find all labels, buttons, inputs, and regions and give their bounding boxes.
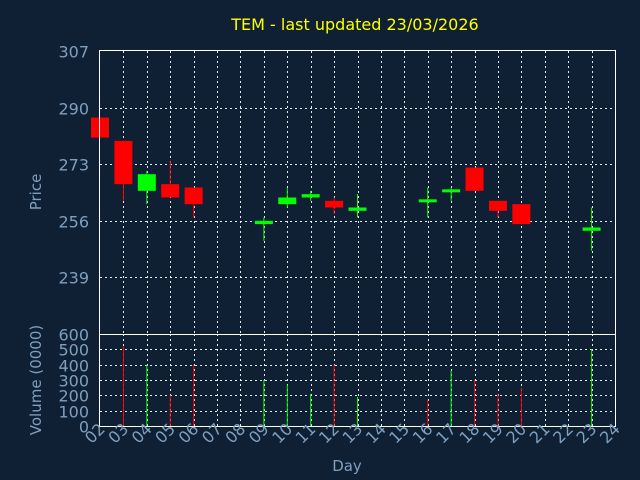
candle-12 [325,197,344,215]
volume-y-tick-label: 600 [58,326,89,345]
price-y-tick-label: 239 [58,269,89,288]
x-tick-label: 24 [596,419,624,447]
candle-body [418,199,437,203]
volume-y-tick-label: 500 [58,341,89,360]
volume-axis-label: Volume (0000) [27,325,45,435]
chart-title: TEM - last updated 23/03/2026 [230,15,478,34]
price-grid [100,51,615,334]
candle-23 [582,207,601,251]
candle-20 [512,204,531,225]
candle-body [278,197,297,205]
candle-body [582,227,601,231]
volume-y-tick-label: 300 [58,372,89,391]
candle-10 [278,187,297,208]
candle-body [442,189,461,193]
x-axis-label: Day [332,457,362,475]
volume-frame [99,334,616,427]
candle-06 [184,187,203,218]
candles [91,117,601,251]
candle-09 [254,217,273,241]
candle-body [184,187,203,205]
price-y-tick-label: 273 [58,156,89,175]
candle-body [512,204,531,225]
price-y-tick-label: 307 [58,43,89,62]
price-panel: 239 256 273 290 307 Price [27,43,616,335]
price-y-tick-label: 290 [58,100,89,119]
candle-16 [418,187,437,218]
candle-body [348,207,367,211]
candle-body [254,220,273,225]
volume-y-tick-label: 0 [79,418,89,437]
volume-y-tick-label: 200 [58,387,89,406]
volume-grid [100,334,615,426]
candle-body [161,184,180,198]
x-ticks: 0203040506070809101112131415161718192021… [81,419,624,447]
price-y-ticks: 239 256 273 290 307 [58,43,89,288]
volume-bars [122,346,593,426]
candle-18 [465,167,484,191]
volume-y-tick-label: 400 [58,357,89,376]
candle-body [488,200,507,211]
price-y-tick-label: 256 [58,213,89,232]
candle-11 [301,190,320,201]
candle-body [465,167,484,191]
candle-body [301,194,320,198]
candle-05 [161,160,180,198]
candle-03 [114,140,133,201]
candle-04 [137,170,156,205]
candle-body [137,174,156,191]
candle-19 [488,200,507,218]
volume-y-tick-label: 100 [58,403,89,422]
candle-13 [348,194,367,218]
candle-17 [442,187,461,201]
price-axis-label: Price [27,174,45,211]
candle-body [114,140,133,185]
candle-body [325,200,344,208]
